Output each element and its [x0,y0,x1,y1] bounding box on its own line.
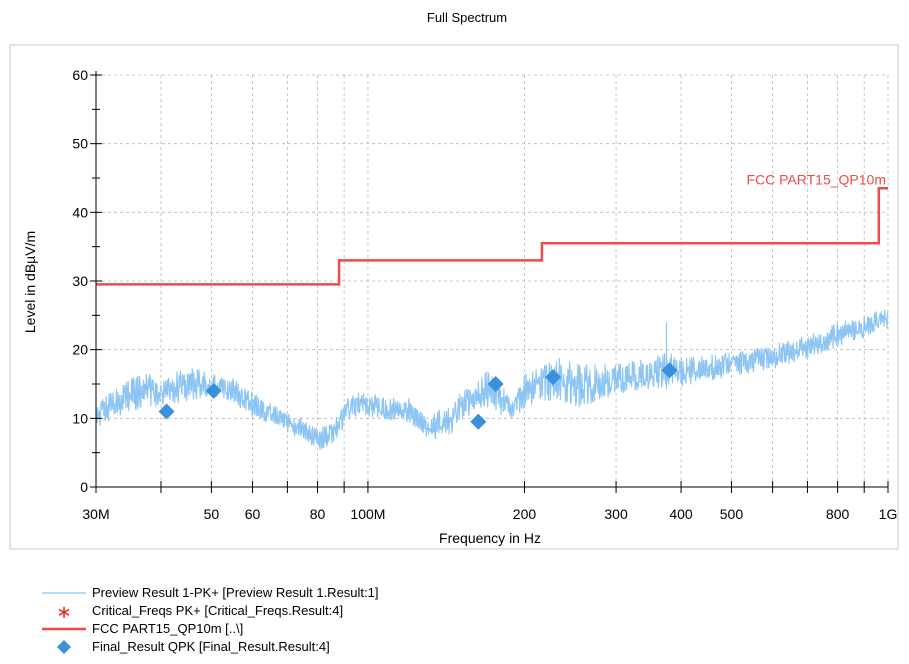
final-result-marker [661,362,678,379]
y-tick-label: 40 [72,204,88,220]
final-result-marker [205,382,222,399]
x-tick-label: 30M [82,506,109,522]
legend-label: Preview Result 1-PK+ [Preview Result 1.R… [92,585,379,600]
y-tick-label: 20 [72,342,88,358]
legend-entry: FCC PART15_QP10m [..\] [40,620,640,638]
x-tick-label: 800 [826,506,850,522]
legend-line-icon [42,592,86,594]
series-layer: FCC PART15_QP10m [95,171,889,451]
y-tick-label: 10 [72,410,88,426]
chart-frame [9,44,899,550]
chart: Full Spectrum FCC PART15_QP10m 0 10 20 30 40… [9,10,899,550]
legend-entry: ∗ Critical_Freqs PK+ [Critical_Freqs.Resu… [40,602,640,620]
limit-line-label: FCC PART15_QP10m [746,171,886,187]
legend-line-icon [42,627,86,631]
x-tick-label: 1G [879,506,898,522]
x-tick-label: 100M [350,506,385,522]
final-result-marker [545,369,562,386]
x-tick-label: 500 [720,506,744,522]
y-tick-label: 0 [80,479,88,495]
x-axis-label: Frequency in Hz [439,530,541,546]
legend-entry: Final_Result QPK [Final_Result.Result:4] [40,638,640,656]
final-result-marker [470,413,487,430]
y-tick-label: 50 [72,136,88,152]
legend-entry: Preview Result 1-PK+ [Preview Result 1.R… [40,584,640,602]
legend-label: FCC PART15_QP10m [..\] [92,621,244,636]
svg-text:∗: ∗ [56,602,71,620]
legend: Preview Result 1-PK+ [Preview Result 1.R… [40,584,640,656]
y-tick-label: 60 [72,67,88,83]
x-tick-label: 50 [204,506,220,522]
x-tick-label: 300 [604,506,628,522]
chart-title: Full Spectrum [427,10,507,25]
x-tick-label: 60 [245,506,261,522]
limit-line [96,187,888,286]
legend-label: Final_Result QPK [Final_Result.Result:4] [92,639,330,654]
preview-series-line [95,309,889,451]
legend-diamond-icon [57,640,71,654]
y-axis-label: Level in dBµV/m [22,231,38,333]
axes: 0 10 20 30 40 50 60 30M 50 60 80 100M 200 300 400 500 80… [72,67,897,522]
final-result-marker [158,403,175,420]
x-tick-label: 400 [669,506,693,522]
x-tick-label: 80 [310,506,326,522]
grid [95,74,889,487]
final-result-marker [487,376,504,392]
x-tick-label: 200 [513,506,537,522]
y-tick-label: 30 [72,273,88,289]
legend-asterisk-icon: ∗ [56,602,71,620]
legend-label: Critical_Freqs PK+ [Critical_Freqs.Resul… [92,603,344,618]
